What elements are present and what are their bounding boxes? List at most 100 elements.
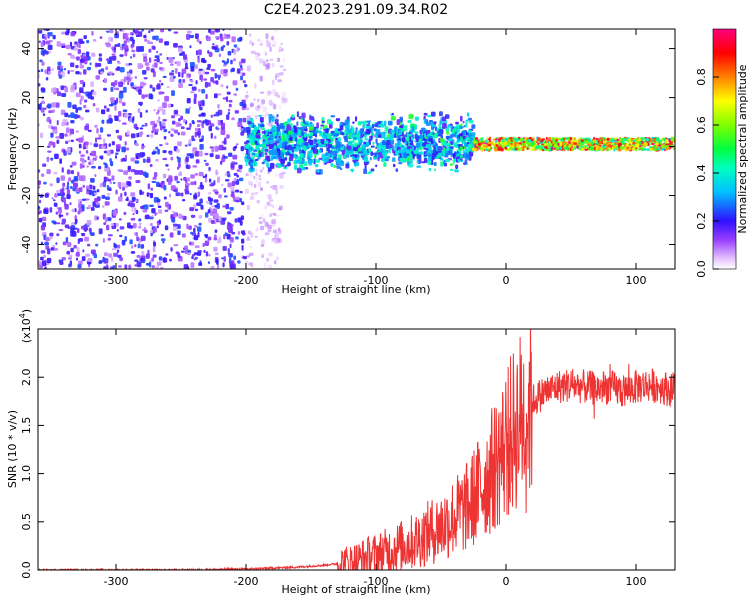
spectrogram-cell: [168, 130, 171, 134]
spectrogram-cell: [359, 121, 365, 125]
spectrogram-cell: [316, 169, 320, 173]
spectrogram-cell: [158, 91, 163, 95]
spectrogram-cell: [414, 116, 419, 121]
spectrogram-cell: [220, 69, 224, 75]
spectrogram-cell: [76, 56, 80, 61]
spectrogram-cell: [357, 142, 360, 145]
spectrogram-cell: [60, 189, 64, 194]
spectrogram-cell: [148, 48, 152, 53]
spectrogram-cell: [274, 121, 279, 125]
spectrogram-cell: [368, 170, 373, 174]
spectrogram-cell: [323, 125, 328, 129]
spectrogram-cell: [466, 112, 470, 117]
spectrogram-cell: [79, 87, 84, 93]
spectrogram-cell: [320, 124, 325, 127]
spectrogram-cell: [126, 222, 131, 229]
spectrogram-cell: [215, 29, 220, 33]
spectrogram-cell: [86, 185, 91, 190]
spectrogram-cell: [106, 58, 110, 62]
spectrogram-cell: [417, 138, 422, 143]
spectrogram-cell: [262, 106, 267, 112]
spectrogram-cell: [259, 124, 265, 128]
spectrogram-cell: [167, 168, 170, 171]
spectrogram-cell: [128, 112, 132, 116]
spectrogram-cell: [155, 159, 159, 162]
snr-frame: [37, 328, 676, 571]
spectrogram-cell: [46, 169, 51, 175]
spectrogram-cell: [278, 238, 282, 243]
spectrogram-cell: [114, 152, 119, 155]
spectrogram-cell: [159, 53, 163, 56]
spectrogram-cell: [264, 232, 270, 236]
spectrogram-cell: [240, 75, 243, 81]
spectrogram-cell: [136, 236, 140, 242]
spectrogram-cell: [203, 249, 206, 254]
spectrogram-cell: [252, 129, 258, 132]
spectrogram-cell: [38, 217, 43, 223]
spectrogram-cell: [208, 178, 212, 183]
spectrogram-cell: [391, 112, 394, 116]
spectrogram-cell: [181, 233, 186, 238]
spectrogram-cell: [116, 229, 119, 232]
spectrogram-cell: [389, 139, 395, 145]
spectrogram-cell: [66, 29, 70, 34]
spectrogram-cell: [313, 158, 316, 165]
spectrogram-cell: [165, 164, 169, 167]
spectrogram-cell: [103, 105, 107, 109]
spectrogram-cell: [574, 142, 577, 145]
spectrogram-cell: [207, 196, 211, 200]
spectrogram-cell: [369, 135, 373, 141]
spectrogram-cell: [395, 151, 399, 156]
spectrogram-cell: [445, 158, 450, 163]
spectrogram-cell: [263, 158, 267, 163]
spectrogram-cell: [56, 139, 60, 145]
spectrogram-cell: [134, 76, 138, 79]
spectrogram-cell: [188, 241, 192, 246]
spectrogram-cell: [88, 161, 91, 166]
spectrogram-cell: [462, 150, 466, 154]
spectrogram-cell: [149, 164, 153, 168]
spectrogram-cell: [124, 154, 127, 160]
spectrogram-cell: [273, 155, 276, 160]
spectrogram-cell: [414, 131, 419, 134]
spectrogram-cell: [509, 136, 513, 141]
spectrogram-cell: [106, 119, 109, 124]
spectrogram-cell: [103, 222, 107, 226]
spectrogram-cell: [550, 146, 554, 150]
spectrogram-cell: [263, 130, 266, 135]
spectrogram-cell: [130, 133, 136, 139]
spectrogram-cell: [52, 199, 56, 202]
spectrogram-cell: [38, 265, 44, 269]
spectrogram-cell: [194, 192, 197, 196]
spectrogram-cell: [169, 232, 174, 238]
spectrogram-cell: [266, 66, 271, 70]
spectrogram-cell: [118, 92, 124, 99]
spectrogram-cell: [127, 165, 131, 170]
spectrogram-cell: [73, 47, 77, 52]
spectrogram-cell: [228, 103, 232, 108]
spectrogram-cell: [354, 116, 358, 122]
spectrogram-cell: [321, 117, 325, 120]
spectrogram-cell: [186, 127, 191, 130]
spectrogram-cell: [96, 216, 99, 220]
spectrogram-cell: [461, 126, 464, 129]
spectrogram-cell: [205, 162, 209, 166]
spectrogram-cell: [184, 144, 188, 147]
spectrogram-cell: [329, 152, 333, 158]
spectrogram-cell: [305, 133, 311, 136]
spectrogram-cell: [60, 222, 66, 225]
spectrogram-cell: [423, 147, 427, 150]
spectrogram-cell: [556, 141, 560, 144]
spectrogram-cell: [55, 102, 60, 108]
spectrogram-cell: [213, 199, 219, 203]
spectrogram-cell: [471, 132, 476, 136]
spectrogram-cell: [66, 169, 71, 175]
spectrogram-cell: [457, 137, 460, 142]
spectrogram-cell: [107, 237, 112, 241]
spectrogram-cell: [208, 166, 211, 171]
spectrogram-cell: [277, 57, 281, 63]
spectrogram-cell: [303, 136, 308, 142]
spectrogram-cell: [309, 139, 314, 146]
spectrogram-cell: [394, 126, 397, 133]
spectrogram-cell: [91, 166, 96, 169]
